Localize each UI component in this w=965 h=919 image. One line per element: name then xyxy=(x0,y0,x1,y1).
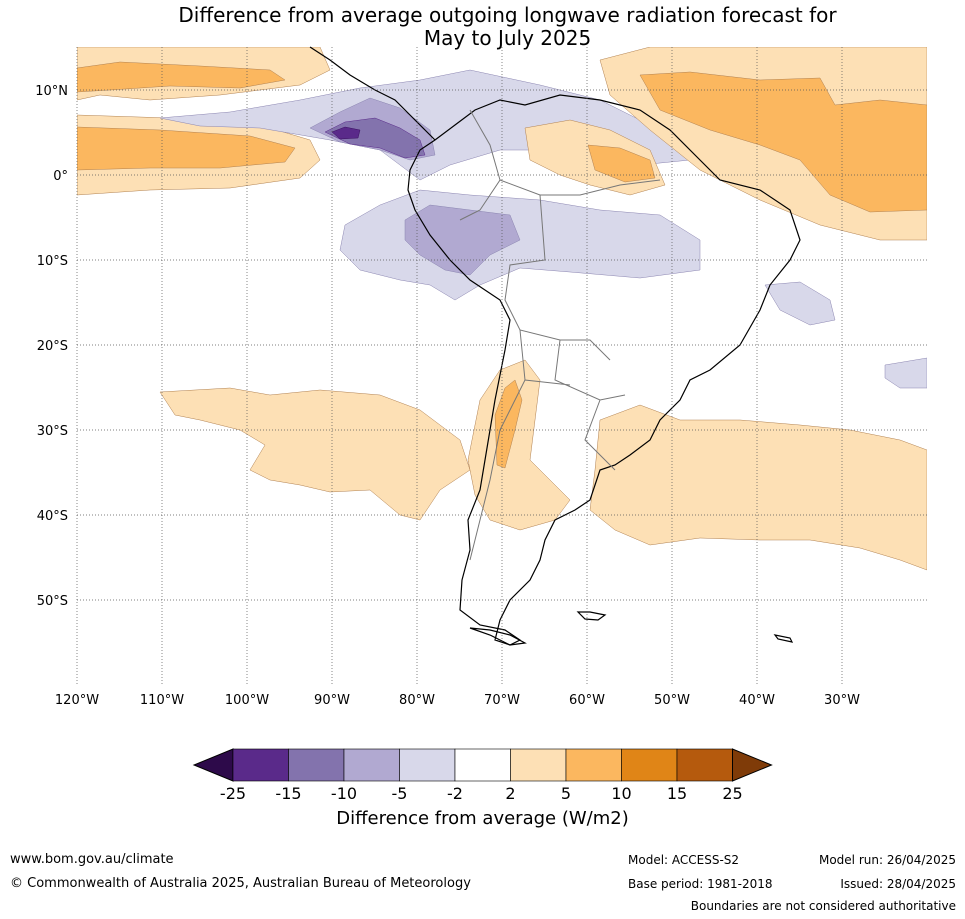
map-title: Difference from average outgoing longwav… xyxy=(0,4,965,50)
longitude-tick-label: 70°W xyxy=(484,693,520,708)
footer-copyright: © Commonwealth of Australia 2025, Austra… xyxy=(10,876,471,891)
colorbar-segment xyxy=(399,748,456,782)
positive-anomaly-south-pacific xyxy=(159,387,471,521)
gridlines xyxy=(76,47,927,685)
latitude-tick-label: 0° xyxy=(53,169,68,184)
longitude-tick-label: 90°W xyxy=(314,693,350,708)
coastlines xyxy=(309,46,801,646)
colorbar-title: Difference from average (W/m2) xyxy=(336,808,629,829)
strong-positive-anomaly-pacific-north xyxy=(77,61,286,93)
latitude-tick-label: 10°S xyxy=(37,254,68,269)
footer-disclaimer: Boundaries are not considered authoritat… xyxy=(690,899,956,913)
south-america-coastline xyxy=(407,94,801,646)
title-line-2: May to July 2025 xyxy=(423,26,592,50)
colorbar-labels: -25 -15 -10 -5 -2 2 5 10 15 25 xyxy=(220,784,743,803)
longitude-tick-label: 30°W xyxy=(824,693,860,708)
colorbar-segment xyxy=(676,748,733,782)
colorbar-tick-label: 2 xyxy=(505,784,515,803)
longitude-tick-label: 100°W xyxy=(225,693,269,708)
positive-anomaly-argentina xyxy=(467,359,571,531)
colorbar xyxy=(192,748,773,782)
colorbar-tick-label: 15 xyxy=(667,784,687,803)
colorbar-segment xyxy=(510,748,567,782)
footer-model-run: Model run: 26/04/2025 xyxy=(818,853,956,867)
south-georgia xyxy=(773,634,794,643)
negative-anomaly-pacific-core xyxy=(331,126,361,140)
latitude-tick-label: 10°N xyxy=(35,84,68,99)
longitude-tick-label: 110°W xyxy=(140,693,184,708)
longitude-tick-label: 60°W xyxy=(569,693,605,708)
central-america-coastline xyxy=(309,46,436,141)
longitude-tick-label: 40°W xyxy=(739,693,775,708)
latitude-tick-label: 40°S xyxy=(37,509,68,524)
longitude-tick-label: 50°W xyxy=(654,693,690,708)
colorbar-tick-label: 25 xyxy=(722,784,742,803)
strong-positive-anomaly-pacific-eq xyxy=(77,126,296,171)
colorbar-tick-label: 5 xyxy=(561,784,571,803)
colorbar-segment xyxy=(454,748,511,782)
colorbar-tick-label: -15 xyxy=(275,784,301,803)
footer-model: Model: ACCESS-S2 xyxy=(628,853,740,867)
colorbar-extend-low xyxy=(192,748,234,782)
colorbar-segment xyxy=(232,748,289,782)
positive-anomaly-south-atlantic xyxy=(589,404,927,571)
colorbar-tick-label: -25 xyxy=(220,784,246,803)
colorbar-extend-high xyxy=(732,748,773,782)
colorbar-tick-label: -10 xyxy=(331,784,357,803)
country-borders xyxy=(459,109,661,561)
longitude-tick-label: 120°W xyxy=(55,693,99,708)
negative-anomaly-amazon-weak xyxy=(339,189,701,301)
latitude-tick-label: 30°S xyxy=(37,424,68,439)
latitude-tick-label: 50°S xyxy=(37,594,68,609)
colorbar-segment xyxy=(343,748,400,782)
colorbar-segment xyxy=(621,748,678,782)
latitude-tick-label: 20°S xyxy=(37,339,68,354)
title-line-1: Difference from average outgoing longwav… xyxy=(178,3,837,27)
colorbar-segment xyxy=(288,748,345,782)
tierra-del-fuego xyxy=(469,627,527,646)
strong-positive-anomaly-atlantic xyxy=(639,71,927,213)
longitude-labels: 120°W 110°W 100°W 90°W 80°W 70°W 60°W 50°W 40°W 3… xyxy=(55,693,860,708)
colorbar-tick-label: -2 xyxy=(447,784,463,803)
border-lines xyxy=(459,109,661,561)
falkland-islands xyxy=(576,611,607,621)
colorbar-segment xyxy=(565,748,622,782)
colorbar-tick-label: 10 xyxy=(611,784,631,803)
footer-issued: Issued: 28/04/2025 xyxy=(840,877,956,891)
colorbar-tick-label: -5 xyxy=(392,784,408,803)
latitude-labels: 10°N 0° 10°S 20°S 30°S 40°S 50°S xyxy=(35,84,68,609)
longitude-tick-label: 80°W xyxy=(399,693,435,708)
negative-anomaly-amazon-moderate xyxy=(404,204,521,276)
footer-base-period: Base period: 1981-2018 xyxy=(628,877,773,891)
strong-positive-anomaly-venezuela xyxy=(587,144,656,183)
negative-anomaly-atlantic-south xyxy=(884,357,927,389)
anomaly-field xyxy=(77,47,927,571)
footer-website: www.bom.gov.au/climate xyxy=(10,852,174,867)
negative-anomaly-brazil-coast xyxy=(764,281,836,326)
